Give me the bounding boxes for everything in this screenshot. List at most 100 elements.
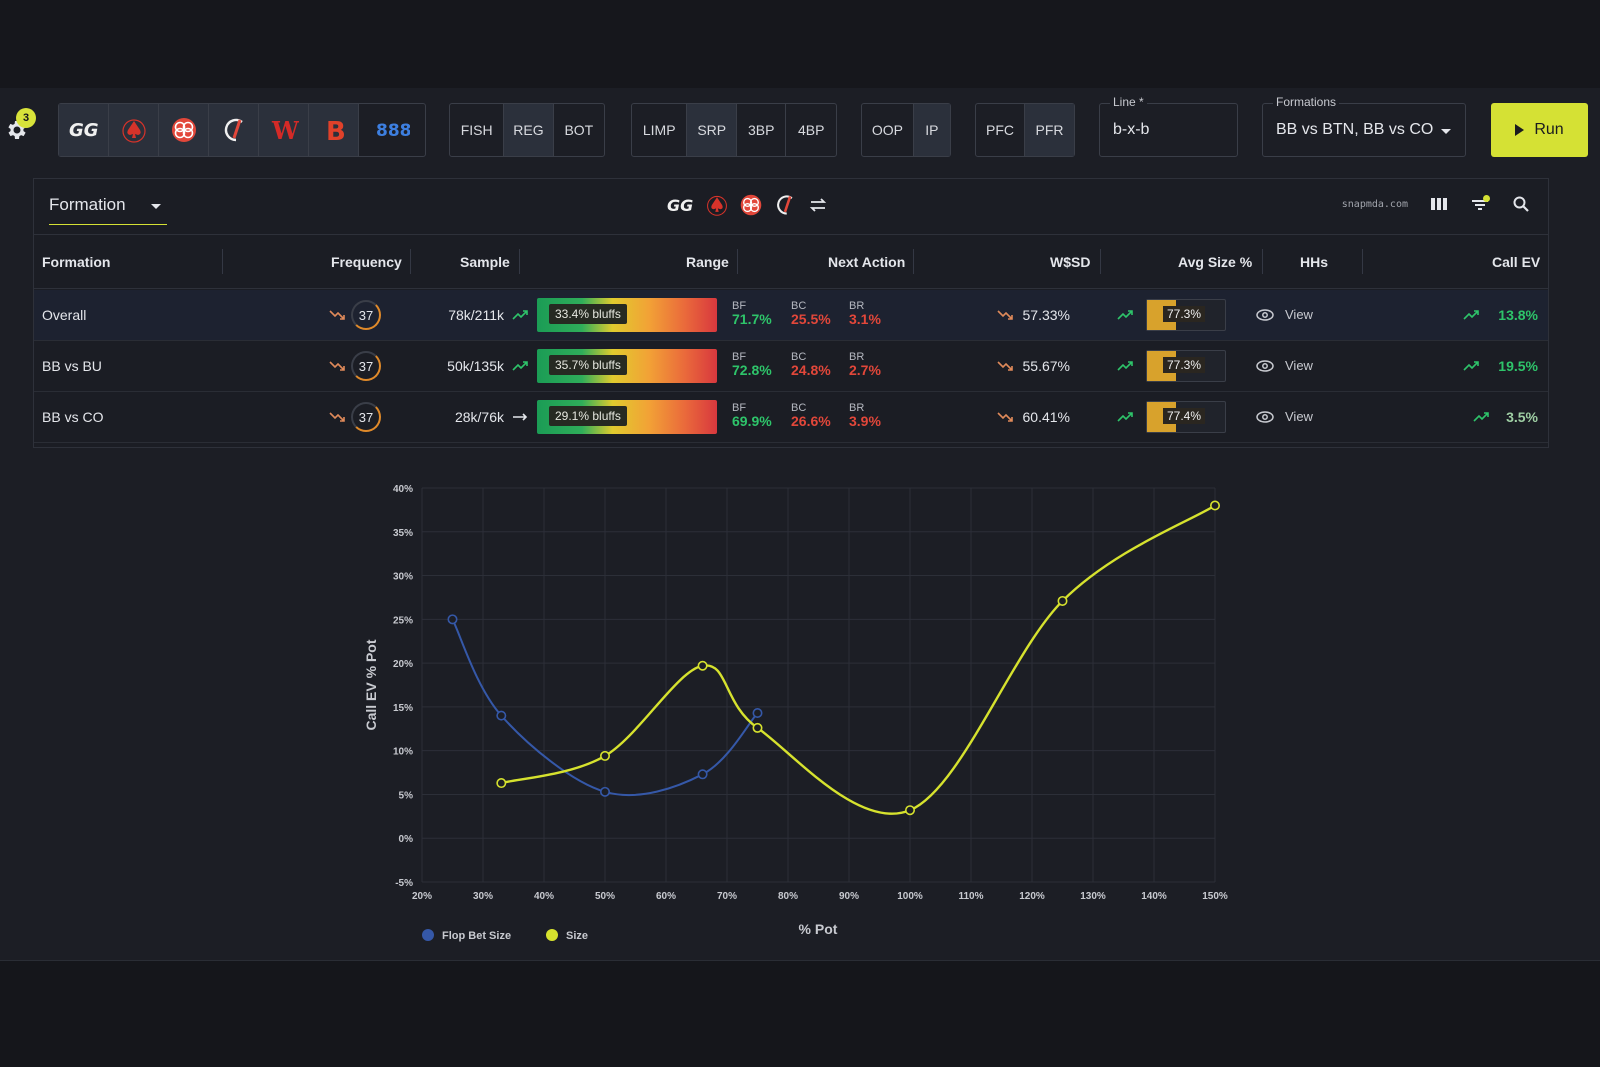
trend-down-icon bbox=[997, 412, 1013, 422]
col-next-action[interactable]: Next Action bbox=[828, 254, 906, 270]
col-wsd[interactable]: W$SD bbox=[1050, 254, 1091, 270]
call-ev-value: 19.5% bbox=[1498, 358, 1538, 374]
bc-value: 24.8% bbox=[791, 362, 831, 378]
columns-icon[interactable] bbox=[1430, 196, 1448, 212]
site-winamax-button[interactable]: W bbox=[259, 104, 309, 156]
pfc-button[interactable]: PFC bbox=[976, 104, 1026, 156]
avg-size-bar: 77.4% bbox=[1146, 401, 1226, 433]
table-row[interactable]: BB vs BU 37 50k/135k 35.7% bluffs BF 72.8… bbox=[34, 341, 1548, 392]
call-ev-value: 13.8% bbox=[1498, 307, 1538, 323]
range-label: 35.7% bluffs bbox=[549, 355, 627, 375]
3bp-button[interactable]: 3BP bbox=[737, 104, 787, 156]
groupby-select[interactable]: Formation bbox=[49, 195, 167, 225]
bc-label: BC bbox=[791, 300, 807, 312]
legend-label: Flop Bet Size bbox=[442, 930, 511, 942]
site-888-button[interactable]: 888 bbox=[359, 104, 425, 156]
view-hhs-link[interactable]: View bbox=[1255, 358, 1313, 373]
x-tick-label: 120% bbox=[1019, 891, 1045, 902]
wsd-value: 57.33% bbox=[1022, 307, 1070, 323]
formations-select[interactable]: Formations BB vs BTN, BB vs CO bbox=[1262, 95, 1466, 157]
table-row[interactable]: BB vs CO 37 28k/76k 29.1% bluffs BF 69.9%… bbox=[34, 392, 1548, 443]
line-field[interactable]: Line * b-x-b bbox=[1099, 95, 1238, 157]
gg-logo-icon: GG bbox=[69, 120, 99, 140]
frequency-gauge: 37 bbox=[351, 351, 381, 381]
site-pokerstars-button[interactable] bbox=[109, 104, 159, 156]
col-call-ev[interactable]: Call EV bbox=[1492, 254, 1541, 270]
bf-value: 71.7% bbox=[732, 311, 772, 327]
oop-button[interactable]: OOP bbox=[862, 104, 914, 156]
svg-text:888: 888 bbox=[376, 121, 410, 141]
4bp-button[interactable]: 4BP bbox=[798, 122, 825, 138]
svg-text:GG: GG bbox=[69, 120, 99, 140]
role-filter: PFC PFR bbox=[975, 103, 1075, 157]
srp-button[interactable]: SRP bbox=[687, 104, 737, 156]
divider bbox=[410, 249, 411, 274]
bc-label: BC bbox=[791, 351, 807, 363]
col-formation[interactable]: Formation bbox=[42, 254, 111, 270]
data-point bbox=[697, 769, 708, 780]
col-avg-size[interactable]: Avg Size % bbox=[1178, 254, 1253, 270]
x-tick-label: 90% bbox=[839, 891, 859, 902]
avg-size-label: 77.3% bbox=[1163, 306, 1206, 322]
range-label: 33.4% bluffs bbox=[549, 304, 627, 324]
run-label: Run bbox=[1534, 121, 1564, 138]
bc-value: 26.6% bbox=[791, 413, 831, 429]
trend-down-icon bbox=[997, 361, 1013, 371]
formation-name: BB vs BU bbox=[42, 358, 102, 374]
frequency-gauge: 37 bbox=[351, 402, 381, 432]
site-bodog-button[interactable]: B bbox=[309, 104, 359, 156]
filter-button[interactable] bbox=[1470, 195, 1490, 213]
bot-button[interactable]: BOT bbox=[564, 122, 594, 138]
limp-button[interactable]: LIMP bbox=[632, 104, 688, 156]
ip-button[interactable]: IP bbox=[913, 104, 950, 156]
y-tick-label: 30% bbox=[393, 572, 413, 583]
reg-button[interactable]: REG bbox=[504, 104, 554, 156]
site-chico-button[interactable] bbox=[209, 104, 259, 156]
chevron-down-icon bbox=[151, 204, 161, 209]
trend-up-icon bbox=[1463, 361, 1479, 371]
divider bbox=[1362, 249, 1363, 274]
data-point bbox=[752, 722, 763, 733]
next-action-br: BR 2.7% bbox=[849, 351, 881, 377]
y-tick-label: 10% bbox=[393, 747, 413, 758]
trend-up-icon bbox=[512, 310, 528, 320]
view-hhs-link[interactable]: View bbox=[1255, 409, 1313, 424]
next-action-br: BR 3.1% bbox=[849, 300, 881, 326]
bf-value: 69.9% bbox=[732, 413, 772, 429]
site-gg-button[interactable]: GG bbox=[59, 104, 109, 156]
col-sample[interactable]: Sample bbox=[460, 254, 510, 270]
next-action-bc: BC 24.8% bbox=[791, 351, 831, 377]
table-row[interactable]: Overall 37 78k/211k 33.4% bluffs BF 71.7%… bbox=[34, 290, 1548, 341]
site-filter: GG W B 888 bbox=[58, 103, 426, 157]
line-input[interactable]: b-x-b bbox=[1113, 121, 1150, 138]
avg-size-label: 77.4% bbox=[1163, 408, 1206, 424]
trend-down-icon bbox=[329, 310, 345, 320]
view-hhs-link[interactable]: View bbox=[1255, 307, 1313, 322]
range-label: 29.1% bluffs bbox=[549, 406, 627, 426]
fish-button[interactable]: FISH bbox=[450, 104, 505, 156]
col-range[interactable]: Range bbox=[686, 254, 729, 270]
site-ipoker-button[interactable] bbox=[159, 104, 209, 156]
range-bar: 35.7% bluffs bbox=[537, 349, 717, 383]
panel-tools: snapmda.com bbox=[1342, 195, 1530, 213]
legend-marker bbox=[546, 929, 558, 941]
trend-flat-icon bbox=[513, 413, 528, 421]
y-tick-label: -5% bbox=[395, 878, 413, 889]
search-icon[interactable] bbox=[1512, 195, 1530, 213]
x-tick-label: 40% bbox=[534, 891, 554, 902]
data-point bbox=[904, 805, 915, 816]
chico-logo-icon bbox=[224, 118, 243, 142]
x-tick-label: 130% bbox=[1080, 891, 1106, 902]
bodog-logo-icon: B bbox=[326, 117, 346, 144]
run-button[interactable]: Run bbox=[1491, 103, 1588, 157]
divider bbox=[222, 249, 223, 274]
swap-icon[interactable] bbox=[807, 194, 829, 216]
col-hhs[interactable]: HHs bbox=[1300, 254, 1329, 270]
data-point bbox=[1057, 595, 1068, 606]
col-frequency[interactable]: Frequency bbox=[331, 254, 402, 270]
pfr-button[interactable]: PFR bbox=[1025, 104, 1074, 156]
trend-up-icon bbox=[1117, 412, 1133, 422]
ipoker-logo-icon bbox=[171, 118, 196, 142]
next-action-bf: BF 71.7% bbox=[732, 300, 772, 326]
view-label: View bbox=[1285, 358, 1313, 373]
